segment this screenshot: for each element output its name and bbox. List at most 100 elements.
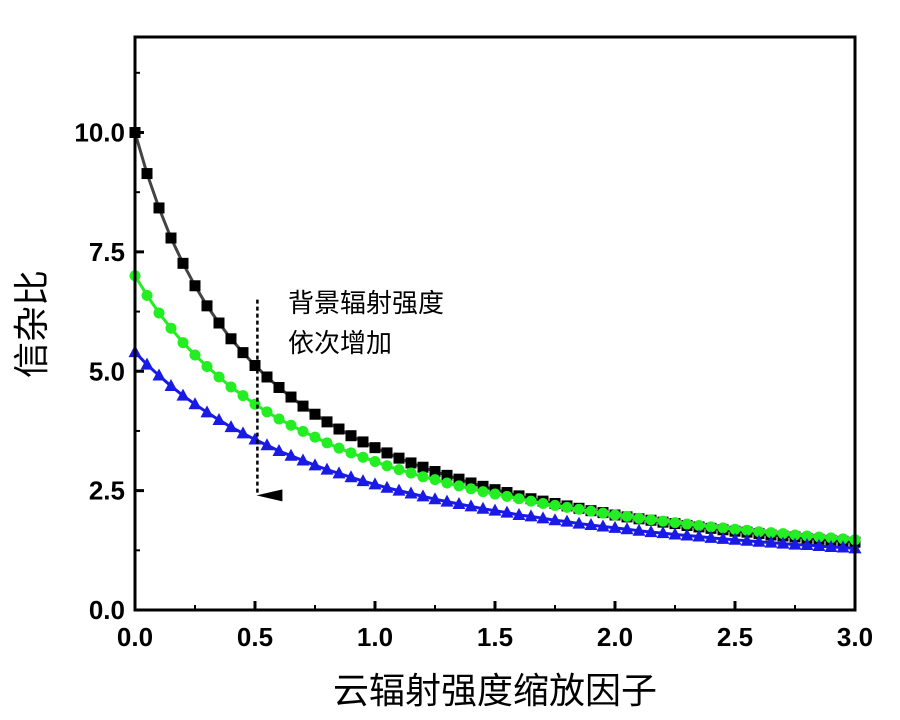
series-square-point (381, 447, 393, 459)
series-triangle-point (596, 519, 610, 532)
series-triangle-point (488, 503, 502, 516)
x-tick-label: 3.0 (837, 622, 873, 652)
series-circle-point (501, 490, 513, 502)
series-triangle-point (296, 453, 310, 466)
series-triangle-point (200, 405, 214, 418)
series-circle-point (261, 406, 273, 418)
series-triangle-line (133, 351, 856, 550)
series-triangle-point (140, 357, 154, 370)
series-square-point (261, 371, 273, 383)
series-square-point (189, 280, 201, 292)
series-circle-point (225, 381, 237, 393)
y-tick-label: 10.0 (74, 118, 125, 148)
series-triangle-point (716, 531, 730, 544)
series-square-point (345, 430, 357, 442)
series-triangle-point (356, 474, 370, 487)
series-circle-point (177, 337, 189, 349)
series-circle-point (801, 530, 813, 542)
series-triangle-point (680, 528, 694, 541)
series-circle-point (741, 524, 753, 536)
series-circle-point (237, 390, 249, 402)
series-circle-point (309, 431, 321, 443)
series-circle-point (465, 483, 477, 495)
series-square-point (453, 473, 465, 485)
series-circle-point (429, 474, 441, 486)
series-circle-point (321, 437, 333, 449)
series-circle-point (717, 522, 729, 534)
series-circle-point (333, 442, 345, 454)
series-triangle-point (704, 530, 718, 543)
series-circle-point (765, 527, 777, 539)
series-circle-point (189, 349, 201, 361)
series-square-point (177, 257, 189, 269)
series-triangle-point (524, 509, 538, 522)
series-circle-point (729, 523, 741, 535)
series-triangle-point (440, 494, 454, 507)
series-square-point (201, 300, 213, 312)
series-square-point (321, 416, 333, 428)
series-circle-point (681, 518, 693, 530)
series-triangle-point (428, 492, 442, 505)
series-triangle-point (812, 539, 826, 552)
series-circle-point (609, 509, 621, 521)
series-circle-point (417, 471, 429, 483)
series-circle-point (789, 529, 801, 541)
series-triangle-point (824, 539, 838, 552)
series-square-point (465, 477, 477, 489)
series-layer (128, 127, 862, 554)
series-circle-point (693, 519, 705, 531)
series-circle-point (513, 493, 525, 505)
series-square-point (429, 466, 441, 478)
series-square-point (153, 202, 165, 214)
series-square-line (133, 132, 856, 544)
series-circle-point (657, 515, 669, 527)
series-circle-point (621, 510, 633, 522)
series-triangle-point (548, 513, 562, 526)
series-square-point (213, 317, 225, 329)
series-triangle-point (476, 501, 490, 514)
plot-frame (133, 35, 857, 612)
series-triangle-point (404, 486, 418, 499)
y-tick-label: 0.0 (89, 595, 125, 625)
annotation-line-1: 背景辐射强度 (288, 289, 444, 319)
series-circle-point (201, 360, 213, 372)
series-triangle-point (620, 522, 634, 535)
series-circle-point (273, 413, 285, 425)
series-triangle-point (332, 466, 346, 479)
y-tick-label: 5.0 (89, 356, 125, 386)
series-circle-point (537, 498, 549, 510)
series-triangle-point (584, 518, 598, 531)
series-triangle-point (416, 489, 430, 502)
series-circle-point (477, 486, 489, 498)
x-tick-label: 2.0 (597, 622, 633, 652)
series-triangle-point (164, 379, 178, 392)
series-circle-point (549, 499, 561, 511)
series-circle-point (357, 451, 369, 463)
series-circle-point (453, 480, 465, 492)
series-circle-point (489, 488, 501, 500)
series-triangle-point (656, 526, 670, 539)
series-triangle-point (284, 448, 298, 461)
series-triangle-point (752, 534, 766, 547)
y-tick-label: 7.5 (89, 237, 125, 267)
series-triangle-point (368, 477, 382, 490)
series-square-point (417, 461, 429, 473)
series-square-point (357, 436, 369, 448)
series-circle-point (141, 289, 153, 301)
series-triangle-point (260, 438, 274, 451)
series-triangle-point (272, 443, 286, 456)
series-circle-point (813, 531, 825, 543)
y-tick-label: 2.5 (89, 476, 125, 506)
series-circle-point (597, 507, 609, 519)
series-square-point (393, 452, 405, 464)
series-triangle-point (224, 420, 238, 433)
series-square-point (273, 381, 285, 393)
series-triangle-point (560, 514, 574, 527)
series-triangle-point (452, 496, 466, 509)
series-circle-point (633, 512, 645, 524)
ticks-layer: 0.0 0.5 1.0 1.5 2.0 2.5 3.0 0.0 2.5 5.0 7.5 10.0 (74, 71, 873, 652)
series-triangle-point (572, 516, 586, 529)
series-square-point (237, 347, 249, 359)
series-circle-point (645, 514, 657, 526)
